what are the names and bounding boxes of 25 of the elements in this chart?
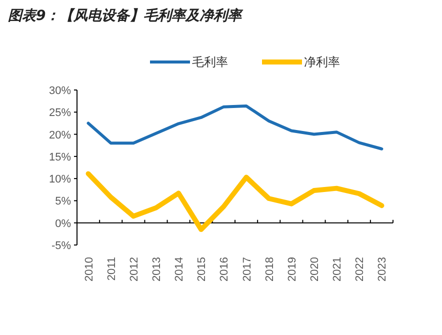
x-tick-label: 2015 [196, 257, 208, 282]
x-tick-label: 2021 [332, 257, 344, 282]
x-tick-label: 2013 [151, 257, 163, 282]
y-tick-label: -5% [51, 240, 72, 252]
x-tick-label: 2012 [128, 257, 140, 282]
y-tick-label: 25% [48, 107, 72, 120]
y-tick-label: 0% [55, 218, 72, 230]
chart-title: 图表9：【风电设备】毛利率及净利率 [8, 7, 244, 24]
y-tick-label: 10% [48, 174, 72, 186]
x-tick-label: 2016 [218, 257, 231, 282]
x-tick-label: 2017 [241, 257, 254, 282]
x-tick-label: 2020 [309, 257, 321, 282]
y-tick-label: 30% [48, 85, 72, 97]
y-tick-label: 20% [48, 129, 72, 142]
x-tick-label: 2023 [376, 257, 389, 282]
y-tick-label: 5% [55, 196, 72, 208]
x-tick-label: 2014 [174, 257, 186, 282]
x-tick-label: 2019 [286, 257, 298, 282]
y-tick-label: 15% [48, 151, 72, 164]
x-tick-label: 2018 [264, 257, 276, 282]
x-tick-label: 2010 [83, 257, 96, 282]
legend-label: 净利率 [304, 55, 340, 69]
legend-label: 毛利率 [192, 55, 228, 69]
x-tick-label: 2022 [354, 257, 366, 282]
x-tick-label: 2011 [106, 257, 118, 281]
